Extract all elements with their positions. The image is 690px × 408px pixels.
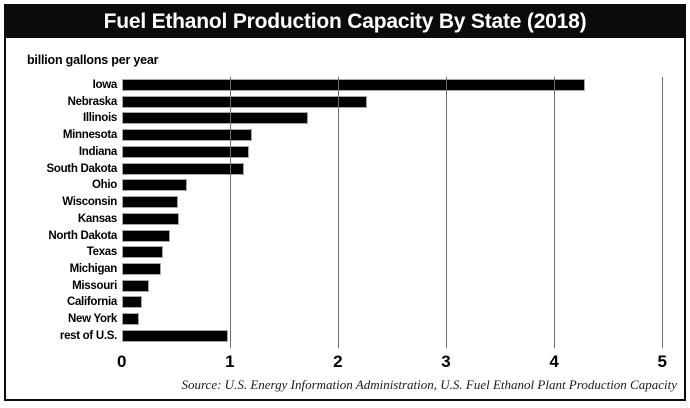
x-tick-label: 4 bbox=[549, 352, 559, 371]
category-label: Indiana bbox=[78, 145, 117, 158]
chart-title: Fuel Ethanol Production Capacity By Stat… bbox=[103, 10, 587, 33]
x-tick-label: 0 bbox=[116, 352, 127, 371]
bar bbox=[121, 262, 161, 275]
category-label: Illinois bbox=[82, 112, 117, 125]
source-citation: Source: U.S. Energy Information Administ… bbox=[181, 377, 677, 392]
category-label: Kansas bbox=[77, 212, 117, 225]
category-label: New York bbox=[68, 313, 117, 326]
category-label: North Dakota bbox=[48, 229, 117, 242]
bar bbox=[121, 95, 368, 108]
bar bbox=[121, 129, 253, 142]
bar bbox=[121, 296, 143, 309]
x-tick-label: 3 bbox=[441, 352, 451, 371]
category-label: Minnesota bbox=[62, 129, 117, 142]
bar bbox=[121, 279, 149, 292]
bar bbox=[121, 246, 163, 259]
x-tick-label: 1 bbox=[225, 352, 235, 371]
category-label: Wisconsin bbox=[62, 196, 117, 208]
bar bbox=[121, 162, 244, 175]
units-label: billion gallons per year bbox=[27, 53, 159, 67]
gridline bbox=[554, 77, 556, 348]
bar bbox=[121, 313, 139, 326]
gridline bbox=[662, 77, 664, 348]
x-tick-label: 5 bbox=[657, 352, 667, 371]
bar bbox=[121, 329, 228, 342]
category-label: rest of U.S. bbox=[59, 329, 117, 342]
x-tick-label: 2 bbox=[333, 352, 343, 371]
bar bbox=[121, 196, 178, 208]
category-label: Michigan bbox=[69, 262, 118, 275]
chart-title-bar: Fuel Ethanol Production Capacity By Stat… bbox=[6, 6, 684, 38]
category-label: Missouri bbox=[72, 279, 117, 292]
category-label: Nebraska bbox=[67, 95, 118, 108]
gridline bbox=[229, 77, 231, 348]
bar bbox=[121, 179, 187, 192]
gridline bbox=[337, 77, 339, 348]
bar bbox=[121, 79, 586, 91]
bar bbox=[121, 145, 250, 158]
bar bbox=[121, 229, 171, 242]
bar bbox=[121, 112, 308, 125]
chart-frame: Fuel Ethanol Production Capacity By Stat… bbox=[4, 4, 686, 401]
gridline bbox=[446, 77, 447, 348]
category-label: Iowa bbox=[92, 79, 118, 91]
category-label: Ohio bbox=[92, 179, 117, 192]
category-label: Texas bbox=[86, 246, 118, 259]
bar bbox=[121, 212, 179, 225]
category-label: South Dakota bbox=[46, 162, 117, 175]
category-label: California bbox=[66, 296, 117, 309]
